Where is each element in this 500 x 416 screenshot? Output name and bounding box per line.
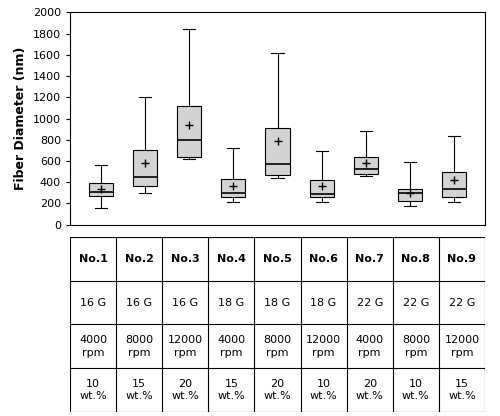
Text: 16 G: 16 G [80,297,106,308]
Text: 20
wt.%: 20 wt.% [172,379,199,401]
Text: 8000
rpm: 8000 rpm [264,335,291,357]
Text: 15
wt.%: 15 wt.% [126,379,153,401]
Text: 12000
rpm: 12000 rpm [444,335,480,357]
Text: No.8: No.8 [402,254,430,264]
Text: 4000
rpm: 4000 rpm [218,335,246,357]
PathPatch shape [221,179,246,196]
PathPatch shape [310,180,334,196]
Text: 12000
rpm: 12000 rpm [306,335,341,357]
Text: No.5: No.5 [263,254,292,264]
Text: 4000
rpm: 4000 rpm [356,335,384,357]
Y-axis label: Fiber Diameter (nm): Fiber Diameter (nm) [14,47,28,190]
Text: 20
wt.%: 20 wt.% [264,379,291,401]
Text: No.4: No.4 [217,254,246,264]
Text: 16 G: 16 G [172,297,199,308]
PathPatch shape [266,128,289,175]
PathPatch shape [354,157,378,174]
Text: 8000
rpm: 8000 rpm [402,335,430,357]
Text: 10
wt.%: 10 wt.% [79,379,107,401]
Text: 8000
rpm: 8000 rpm [125,335,153,357]
Text: 20
wt.%: 20 wt.% [356,379,384,401]
Text: 15
wt.%: 15 wt.% [448,379,476,401]
Text: 22 G: 22 G [449,297,475,308]
Text: 22 G: 22 G [402,297,429,308]
Text: No.7: No.7 [356,254,384,264]
PathPatch shape [133,151,157,186]
Text: 10
wt.%: 10 wt.% [310,379,338,401]
PathPatch shape [398,188,422,201]
Text: 18 G: 18 G [310,297,336,308]
Text: No.6: No.6 [309,254,338,264]
Text: 22 G: 22 G [356,297,383,308]
PathPatch shape [177,106,202,157]
PathPatch shape [89,183,113,196]
Text: 10
wt.%: 10 wt.% [402,379,429,401]
PathPatch shape [442,171,466,197]
Text: 18 G: 18 G [218,297,244,308]
Text: No.1: No.1 [78,254,108,264]
Text: 15
wt.%: 15 wt.% [218,379,246,401]
Text: 12000
rpm: 12000 rpm [168,335,203,357]
Text: No.3: No.3 [171,254,200,264]
Text: 4000
rpm: 4000 rpm [79,335,107,357]
Text: 18 G: 18 G [264,297,290,308]
Text: No.9: No.9 [448,254,476,264]
Text: 16 G: 16 G [126,297,152,308]
Text: No.2: No.2 [124,254,154,264]
